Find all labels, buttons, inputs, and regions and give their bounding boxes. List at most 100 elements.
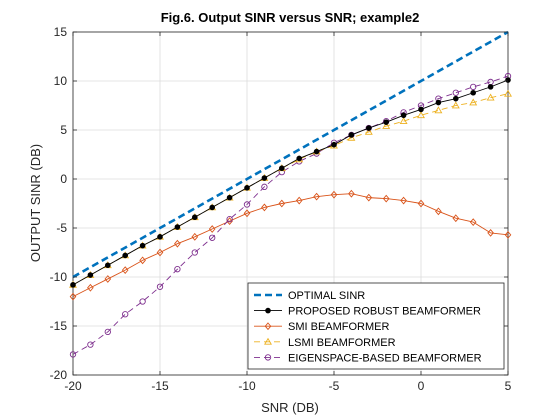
legend-entry: SMI BEAMFORMER bbox=[254, 321, 390, 333]
data-point bbox=[209, 234, 216, 241]
data-point bbox=[156, 283, 164, 290]
legend-entry: PROPOSED ROBUST BEAMFORMER bbox=[254, 306, 481, 318]
data-point bbox=[122, 252, 128, 259]
y-tick-label: -5 bbox=[56, 221, 67, 235]
legend-label: LSMI BEAMFORMER bbox=[288, 337, 396, 349]
data-point bbox=[313, 192, 320, 201]
data-point bbox=[261, 183, 268, 191]
data-point bbox=[264, 322, 272, 331]
data-point bbox=[470, 89, 477, 96]
data-point bbox=[208, 225, 216, 233]
data-point bbox=[365, 125, 372, 131]
data-point bbox=[486, 93, 495, 101]
data-point bbox=[261, 175, 268, 181]
data-point bbox=[87, 341, 94, 348]
data-point bbox=[226, 194, 233, 201]
data-point bbox=[104, 328, 111, 336]
data-point bbox=[261, 203, 268, 212]
data-point bbox=[174, 224, 181, 230]
x-tick-label: 0 bbox=[418, 379, 425, 393]
data-point bbox=[435, 207, 442, 216]
series-proposed-robust-beamformer bbox=[70, 77, 511, 288]
data-point bbox=[487, 229, 494, 237]
data-point bbox=[504, 89, 512, 97]
y-tick-label: -20 bbox=[50, 368, 68, 382]
legend-box bbox=[247, 282, 505, 370]
data-point bbox=[399, 117, 408, 125]
data-point bbox=[191, 232, 199, 241]
x-axis-label: SNR (DB) bbox=[261, 400, 319, 415]
y-tick-label: -15 bbox=[50, 319, 68, 333]
data-point bbox=[348, 189, 355, 198]
y-tick-label: 15 bbox=[54, 25, 68, 39]
data-point bbox=[504, 230, 512, 239]
data-point bbox=[469, 98, 478, 106]
data-point bbox=[87, 272, 94, 278]
data-point bbox=[264, 354, 272, 361]
series-smi-beamformer bbox=[69, 189, 512, 301]
data-point bbox=[469, 218, 477, 227]
data-point bbox=[382, 194, 390, 203]
data-point bbox=[330, 190, 338, 199]
data-point bbox=[382, 121, 391, 129]
legend-label: EIGENSPACE-BASED BEAMFORMER bbox=[288, 352, 482, 364]
x-tick-label: -10 bbox=[238, 379, 256, 393]
data-point bbox=[174, 265, 181, 273]
legend-entry: OPTIMAL SINR bbox=[254, 290, 365, 302]
data-point bbox=[243, 201, 251, 208]
data-point bbox=[87, 283, 94, 292]
series-line bbox=[72, 79, 509, 286]
data-point bbox=[505, 77, 511, 83]
legend: OPTIMAL SINR PROPOSED ROBUST BEAMFORMER SM… bbox=[247, 282, 505, 370]
data-point bbox=[331, 141, 337, 148]
y-axis-label: OUTPUT SINR (DB) bbox=[28, 144, 43, 262]
legend-label: OPTIMAL SINR bbox=[288, 290, 365, 302]
data-point bbox=[278, 165, 285, 172]
data-point bbox=[383, 119, 390, 125]
data-point bbox=[418, 106, 424, 113]
x-tick-label: -15 bbox=[151, 379, 169, 393]
data-point bbox=[244, 185, 250, 191]
legend-entry: EIGENSPACE-BASED BEAMFORMER bbox=[254, 352, 482, 364]
legend-label: SMI BEAMFORMER bbox=[288, 321, 390, 333]
data-point bbox=[243, 209, 251, 218]
data-point bbox=[313, 148, 320, 155]
data-point bbox=[226, 216, 233, 223]
data-point bbox=[452, 89, 459, 96]
data-point bbox=[156, 248, 164, 257]
ticks: -20 -15 -10 -5 0 5 -20 -15 -10 -5 0 5 10 15 bbox=[50, 25, 512, 393]
series-line bbox=[72, 30, 509, 279]
data-point bbox=[348, 132, 355, 138]
data-point bbox=[104, 275, 112, 283]
data-point bbox=[296, 155, 303, 162]
data-point bbox=[139, 298, 146, 305]
data-point bbox=[452, 95, 459, 102]
data-point bbox=[400, 112, 407, 119]
y-tick-label: 0 bbox=[60, 172, 67, 186]
data-point bbox=[278, 199, 286, 208]
y-tick-label: 5 bbox=[60, 123, 67, 137]
data-point bbox=[417, 111, 425, 119]
data-point bbox=[174, 239, 181, 248]
plot-frame bbox=[72, 31, 509, 376]
data-point bbox=[226, 217, 233, 226]
series-layer bbox=[69, 30, 512, 358]
data-point bbox=[417, 199, 425, 208]
data-point bbox=[434, 106, 443, 114]
chart-title: Fig.6. Output SINR versus SNR; example2 bbox=[161, 10, 420, 25]
data-point bbox=[69, 292, 77, 301]
legend-label: PROPOSED ROBUST BEAMFORMER bbox=[288, 306, 481, 318]
data-point bbox=[139, 242, 146, 249]
x-tick-label: -5 bbox=[329, 379, 340, 393]
y-tick-label: -10 bbox=[50, 270, 68, 284]
series-optimal-sinr bbox=[72, 30, 509, 279]
data-point bbox=[122, 311, 129, 318]
data-point bbox=[452, 214, 460, 223]
data-point bbox=[209, 204, 216, 211]
series-line bbox=[72, 75, 509, 355]
x-tick-label: -20 bbox=[64, 379, 82, 393]
data-point bbox=[121, 266, 129, 275]
data-point bbox=[191, 249, 198, 256]
